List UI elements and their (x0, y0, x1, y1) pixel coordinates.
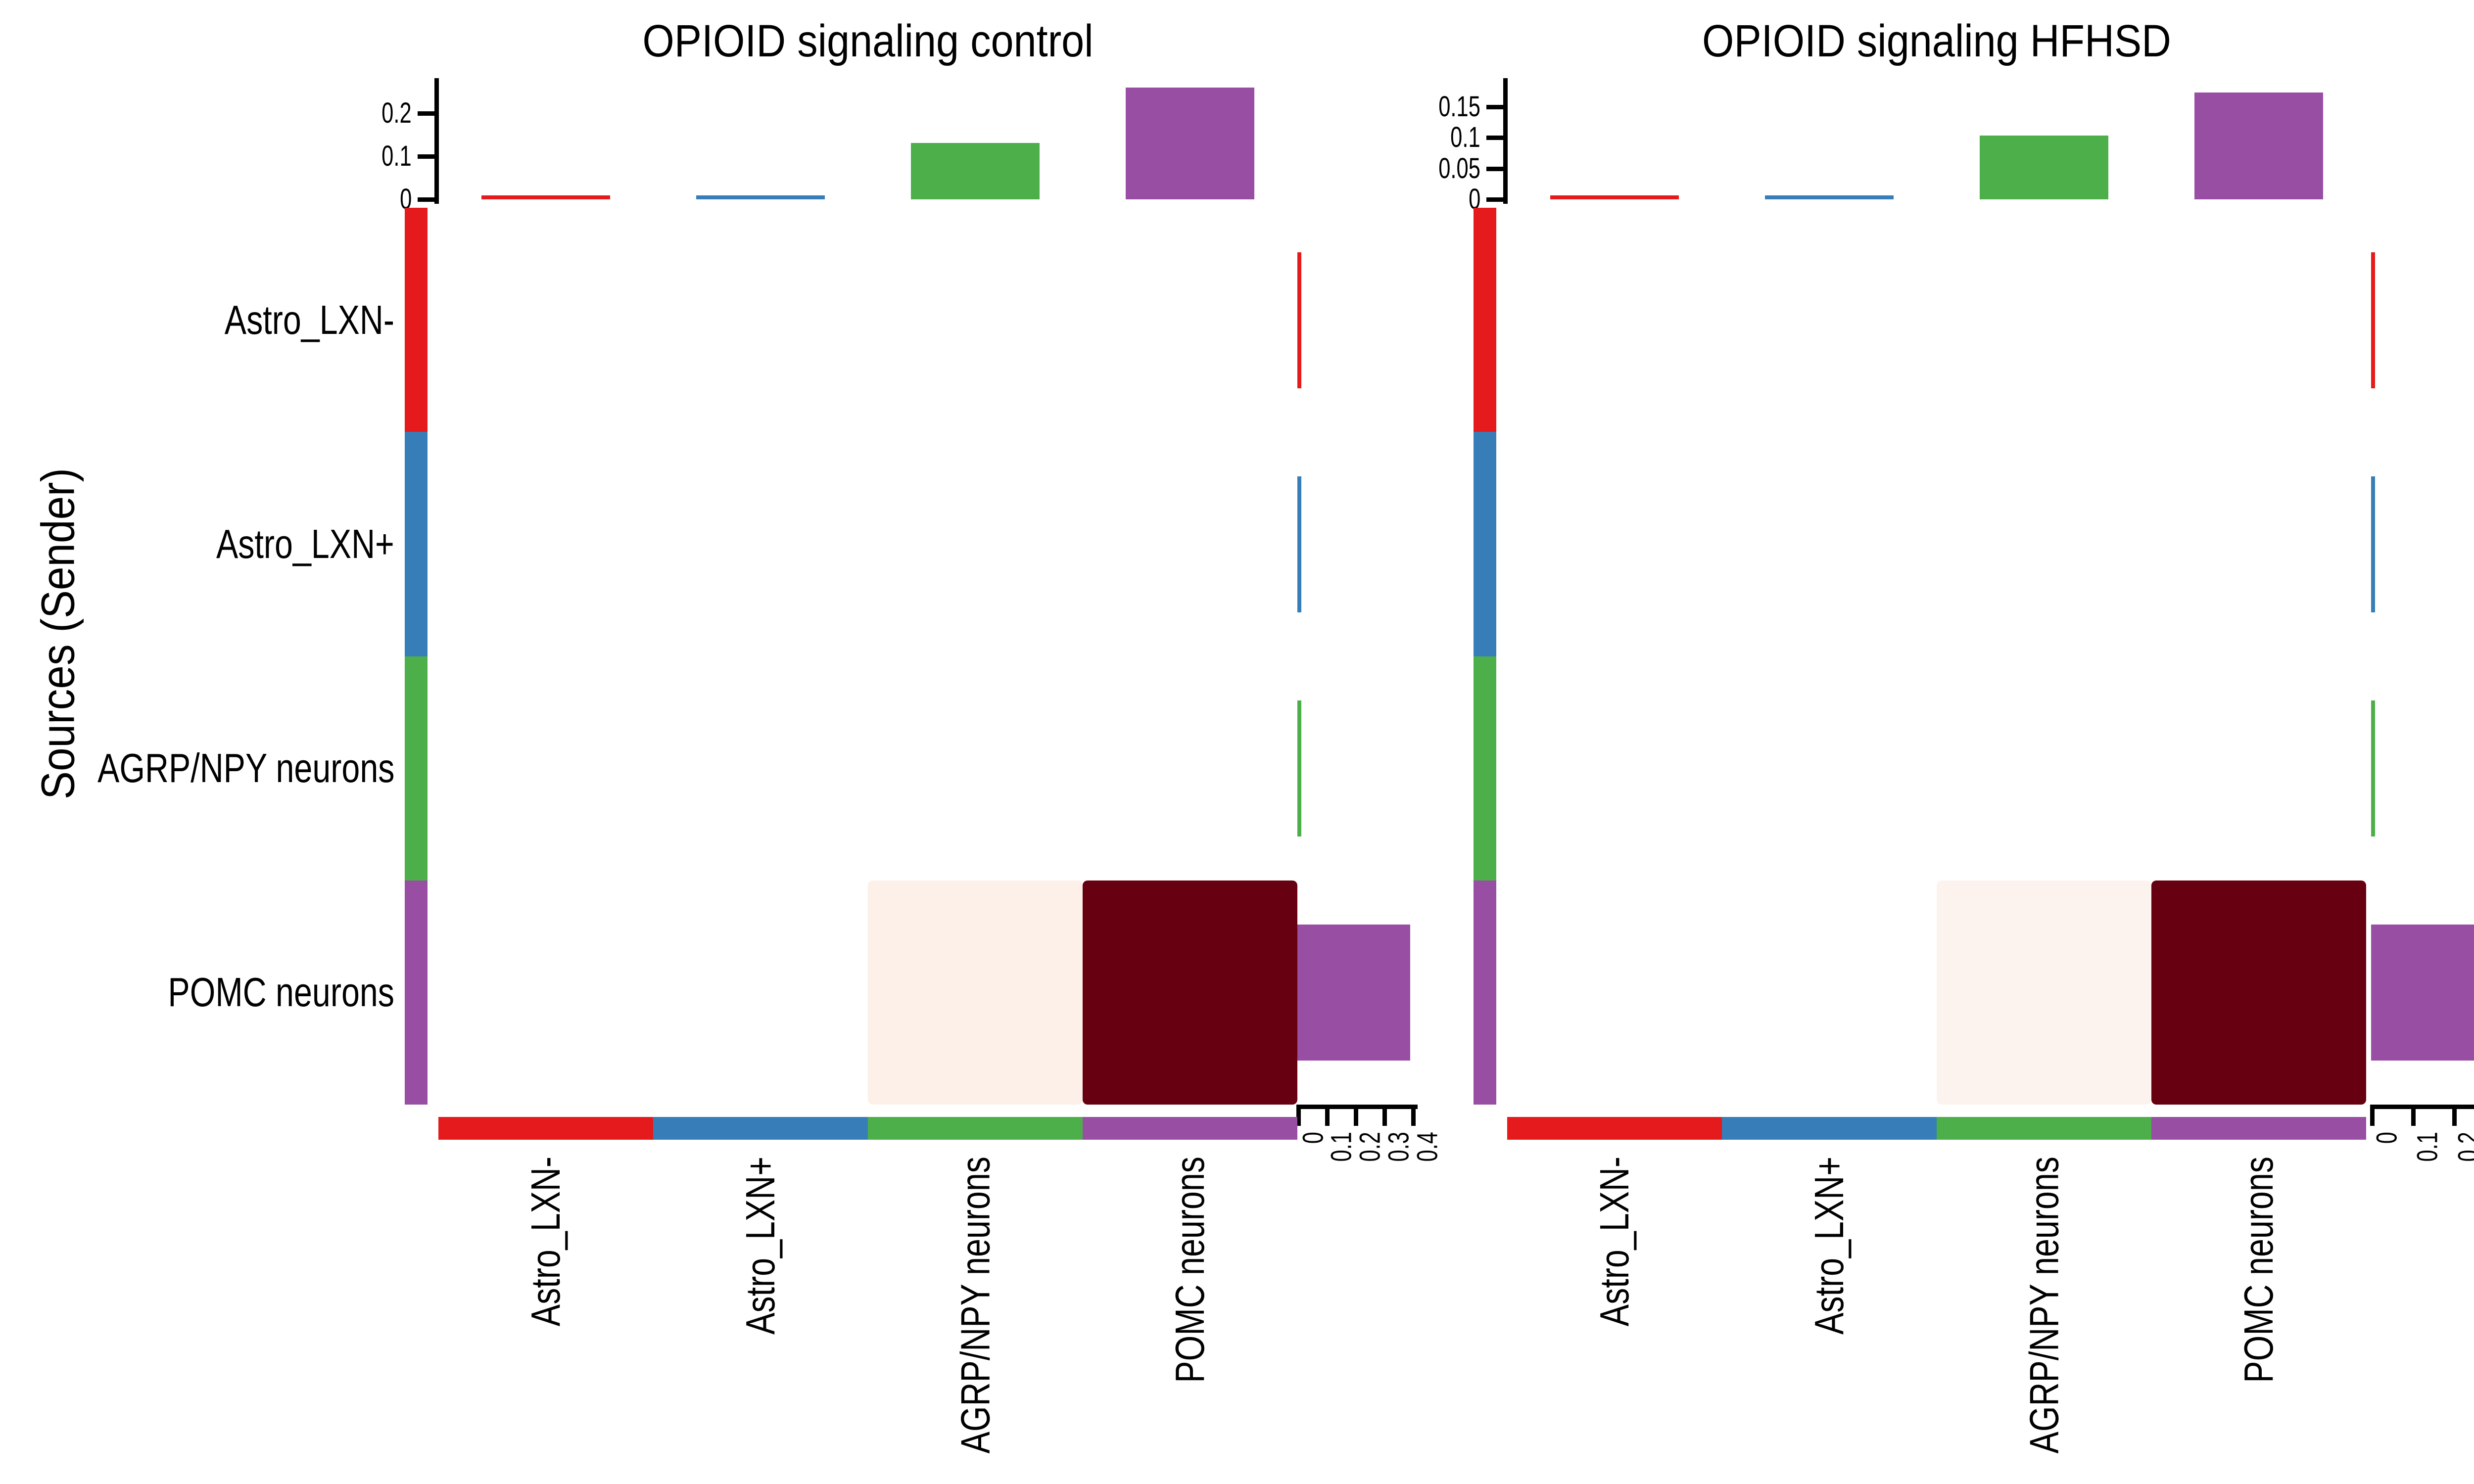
col-label-POMC neurons: POMC neurons (1167, 1157, 1213, 1383)
col-annotation-Astro_LXN- (438, 1117, 653, 1140)
col-annotation-AGRP/NPY neurons (1937, 1117, 2151, 1140)
col-annotation-Astro_LXN+ (653, 1117, 868, 1140)
heatmap-cell (1937, 880, 2151, 1105)
right-axis-line (2370, 1105, 2474, 1109)
row-annotation-AGRP/NPY neurons (1474, 656, 1496, 881)
row-label-Astro_LXN+: Astro_LXN+ (216, 520, 394, 567)
col-label-Astro_LXN-: Astro_LXN- (523, 1157, 569, 1327)
right-axis-tick (2370, 1105, 2375, 1126)
row-annotation-Astro_LXN+ (1474, 432, 1496, 656)
panel-title-control: OPIOID signaling control (642, 16, 1094, 66)
right-axis-tick-label: 0.4 (1412, 1132, 1444, 1162)
top-axis-tick (418, 154, 434, 159)
heatmap-cell (1083, 880, 1297, 1105)
y-axis-title: Sources (Sender) (32, 468, 85, 800)
top-axis-tick-label: 0.1 (1450, 121, 1480, 153)
row-label-Astro_LXN-: Astro_LXN- (224, 296, 394, 343)
top-axis-tick (1486, 136, 1503, 140)
col-label-AGRP/NPY neurons: AGRP/NPY neurons (952, 1157, 998, 1454)
top-axis-tick-label: 0.1 (381, 140, 412, 172)
top-bar-Astro_LXN+ (696, 195, 825, 199)
top-axis-line (1503, 78, 1508, 204)
top-bar-Astro_LXN- (481, 195, 610, 199)
right-axis-tick (2452, 1105, 2457, 1126)
panel-title-hfhsd: OPIOID signaling HFHSD (1702, 16, 2171, 66)
col-label-Astro_LXN+: Astro_LXN+ (737, 1157, 783, 1335)
row-annotation-Astro_LXN- (405, 208, 428, 432)
right-axis-tick (1411, 1105, 1416, 1126)
right-bar-POMC neurons (2371, 925, 2474, 1061)
right-bar-AGRP/NPY neurons (1297, 700, 1301, 837)
heatmap-cell (868, 880, 1083, 1105)
top-axis-tick-label: 0.2 (381, 97, 412, 129)
heatmap-cell (2151, 880, 2366, 1105)
top-axis-line (434, 78, 439, 204)
col-annotation-POMC neurons (2151, 1117, 2366, 1140)
row-label-AGRP/NPY neurons: AGRP/NPY neurons (97, 745, 394, 791)
right-bar-Astro_LXN- (2371, 252, 2375, 388)
right-bar-Astro_LXN+ (1297, 476, 1301, 612)
top-bar-POMC neurons (2194, 93, 2323, 199)
right-bar-Astro_LXN- (1297, 252, 1301, 388)
row-annotation-POMC neurons (1474, 880, 1496, 1105)
row-label-POMC neurons: POMC neurons (168, 969, 394, 1016)
col-annotation-Astro_LXN+ (1722, 1117, 1937, 1140)
col-label-Astro_LXN-: Astro_LXN- (1591, 1157, 1637, 1327)
top-axis-tick (1486, 104, 1503, 109)
top-axis-tick (1486, 166, 1503, 171)
top-axis-tick (418, 111, 434, 116)
right-bar-AGRP/NPY neurons (2371, 700, 2375, 837)
col-annotation-Astro_LXN- (1507, 1117, 1722, 1140)
top-bar-Astro_LXN+ (1765, 195, 1894, 199)
right-axis-tick (1382, 1105, 1387, 1126)
top-bar-POMC neurons (1126, 88, 1254, 199)
top-axis-tick (1486, 197, 1503, 202)
right-axis-tick (1354, 1105, 1358, 1126)
col-annotation-POMC neurons (1083, 1117, 1297, 1140)
col-label-POMC neurons: POMC neurons (2236, 1157, 2282, 1383)
right-axis-tick (2411, 1105, 2416, 1126)
top-axis-tick-label: 0.15 (1438, 90, 1480, 123)
top-bar-AGRP/NPY neurons (1980, 136, 2108, 199)
row-annotation-Astro_LXN+ (405, 432, 428, 656)
col-annotation-AGRP/NPY neurons (868, 1117, 1083, 1140)
right-axis-tick (1325, 1105, 1330, 1126)
right-bar-POMC neurons (1297, 925, 1410, 1061)
top-bar-AGRP/NPY neurons (911, 143, 1040, 199)
col-label-AGRP/NPY neurons: AGRP/NPY neurons (2021, 1157, 2067, 1454)
right-axis-tick-label: 0.2 (2453, 1132, 2474, 1162)
row-annotation-AGRP/NPY neurons (405, 656, 428, 881)
top-bar-Astro_LXN- (1550, 195, 1679, 199)
top-axis-tick-label: 0.05 (1438, 152, 1480, 185)
right-bar-Astro_LXN+ (2371, 476, 2375, 612)
top-axis-tick (418, 197, 434, 202)
row-annotation-Astro_LXN- (1474, 208, 1496, 432)
row-annotation-POMC neurons (405, 880, 428, 1105)
right-axis-tick (1296, 1105, 1301, 1126)
col-label-Astro_LXN+: Astro_LXN+ (1806, 1157, 1852, 1335)
